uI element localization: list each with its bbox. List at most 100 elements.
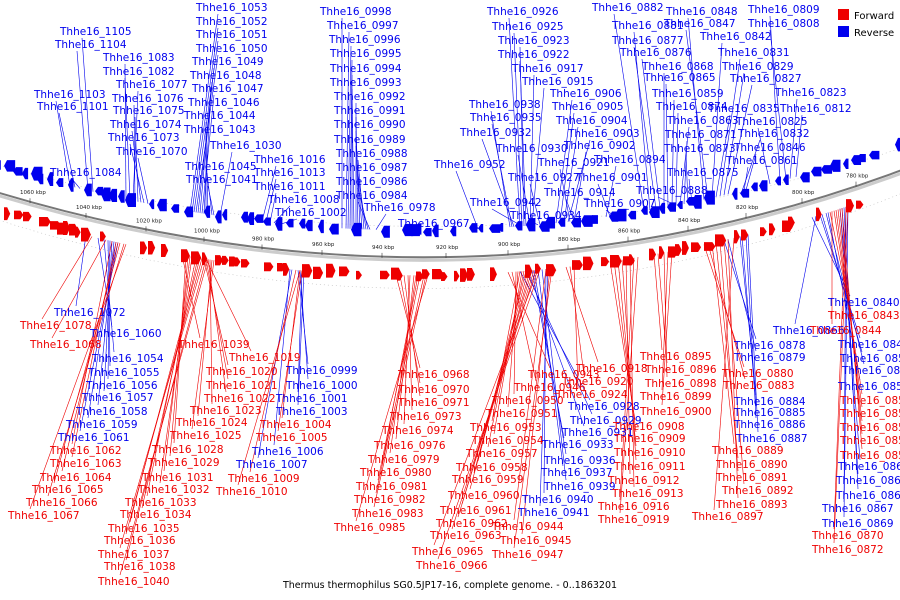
reverse-gene-label[interactable]: Thhe16_0848 [665,6,738,18]
forward-gene[interactable] [572,260,583,270]
reverse-gene[interactable] [0,160,1,170]
reverse-gene-label[interactable]: Thhe16_0863 [666,115,739,127]
reverse-gene-label[interactable]: Thhe16_1053 [195,2,268,14]
reverse-gene-label[interactable]: Thhe16_1052 [195,16,268,28]
forward-gene-label[interactable]: Thhe16_1009 [227,473,300,485]
forward-gene-label[interactable]: Thhe16_1035 [107,523,180,535]
reverse-gene-label[interactable]: Thhe16_0996 [328,34,401,46]
forward-gene-label[interactable]: Thhe16_0900 [639,406,712,418]
reverse-gene[interactable] [659,202,666,214]
forward-gene-label[interactable]: Thhe16_1065 [31,484,104,496]
forward-gene-label[interactable]: Thhe16_0971 [397,397,470,409]
reverse-gene-label[interactable]: Thhe16_0878 [733,340,806,352]
forward-gene-label[interactable]: Thhe16_0968 [397,369,470,381]
reverse-gene-label[interactable]: Thhe16_1046 [187,97,260,109]
forward-gene-label[interactable]: Thhe16_0895 [639,351,712,363]
reverse-gene-label[interactable]: Thhe16_0901 [575,172,648,184]
forward-gene[interactable] [4,207,11,221]
forward-gene[interactable] [302,264,313,278]
reverse-gene[interactable] [783,174,789,186]
forward-gene[interactable] [215,255,224,266]
reverse-gene[interactable] [247,212,255,226]
reverse-gene-label[interactable]: Thhe16_0881 [611,20,684,32]
forward-gene-label[interactable]: Thhe16_0913 [611,488,684,500]
reverse-gene[interactable] [254,214,264,223]
reverse-gene-label[interactable]: Thhe16_0939 [543,481,616,493]
reverse-gene-label[interactable]: Thhe16_0867 [821,503,894,515]
forward-gene-label[interactable]: Thhe16_1036 [103,535,176,547]
forward-gene-label[interactable]: Thhe16_1021 [205,380,278,392]
forward-gene[interactable] [467,267,475,281]
reverse-gene-label[interactable]: Thhe16_0808 [747,18,820,30]
reverse-gene-label[interactable]: Thhe16_0928 [567,401,640,413]
reverse-gene-label[interactable]: Thhe16_0869 [821,518,894,530]
reverse-gene-label[interactable]: Thhe16_1075 [112,105,185,117]
forward-gene[interactable] [161,244,169,258]
forward-gene-label[interactable]: Thhe16_0970 [397,384,470,396]
reverse-gene[interactable] [800,172,810,183]
reverse-gene-label[interactable]: Thhe16_0886 [733,419,806,431]
forward-gene[interactable] [148,240,156,255]
forward-gene-label[interactable]: Thhe16_0943 [527,369,600,381]
reverse-gene-label[interactable]: Thhe16_1006 [251,446,324,458]
forward-gene[interactable] [264,262,274,272]
reverse-gene-label[interactable]: Thhe16_0990 [333,119,406,131]
forward-gene-label[interactable]: Thhe16_0950 [491,395,564,407]
forward-gene[interactable] [760,227,767,237]
reverse-gene-label[interactable]: Thhe16_1011 [253,181,326,193]
forward-gene[interactable] [100,231,106,242]
reverse-gene-label[interactable]: Thhe16_0835 [707,103,780,115]
reverse-gene[interactable] [704,190,715,205]
forward-gene-label[interactable]: Thhe16_0855 [839,422,900,434]
reverse-gene[interactable] [415,223,422,235]
reverse-gene[interactable] [821,165,833,174]
reverse-gene-label[interactable]: Thhe16_0852 [837,381,900,393]
forward-gene[interactable] [63,220,71,235]
forward-gene[interactable] [629,254,635,266]
forward-gene-label[interactable]: Thhe16_0912 [607,475,680,487]
forward-gene-label[interactable]: Thhe16_1023 [189,405,262,417]
reverse-gene-label[interactable]: Thhe16_1002 [274,207,347,219]
forward-gene-label[interactable]: Thhe16_1032 [137,484,210,496]
forward-gene[interactable] [610,255,622,268]
forward-gene[interactable] [14,210,24,220]
reverse-gene[interactable] [84,183,92,197]
reverse-gene-label[interactable]: Thhe16_0931 [561,427,634,439]
forward-gene[interactable] [380,270,390,280]
forward-gene-label[interactable]: Thhe16_0889 [711,445,784,457]
reverse-gene[interactable] [581,215,593,227]
reverse-gene-label[interactable]: Thhe16_1047 [191,83,264,95]
reverse-gene-label[interactable]: Thhe16_0934 [509,210,582,222]
forward-gene[interactable] [422,269,430,279]
reverse-gene-label[interactable]: Thhe16_0952 [433,159,506,171]
reverse-gene[interactable] [56,178,64,188]
reverse-gene-label[interactable]: Thhe16_0894 [593,154,666,166]
reverse-gene[interactable] [101,187,111,202]
reverse-gene[interactable] [68,178,74,192]
forward-gene[interactable] [675,244,682,256]
forward-gene-label[interactable]: Thhe16_1066 [25,497,98,509]
forward-gene[interactable] [39,216,51,227]
reverse-gene-label[interactable]: Thhe16_0888 [635,185,708,197]
forward-gene[interactable] [846,199,854,213]
forward-gene-label[interactable]: Thhe16_0899 [639,391,712,403]
reverse-gene-label[interactable]: Thhe16_0846 [733,142,806,154]
reverse-gene-label[interactable]: Thhe16_1045 [184,161,257,173]
reverse-gene[interactable] [222,209,228,221]
forward-gene-label[interactable]: Thhe16_0908 [612,421,685,433]
forward-gene-label[interactable]: Thhe16_0916 [597,501,670,513]
forward-gene[interactable] [81,227,91,242]
reverse-gene-label[interactable]: Thhe16_0935 [469,112,542,124]
reverse-gene-label[interactable]: Thhe16_1051 [195,29,268,41]
reverse-gene[interactable] [351,222,362,237]
reverse-gene[interactable] [830,159,841,172]
reverse-gene-label[interactable]: Thhe16_0842 [699,31,772,43]
forward-gene-label[interactable]: Thhe16_1010 [215,486,288,498]
reverse-gene[interactable] [545,216,556,229]
reverse-gene-label[interactable]: Thhe16_0978 [363,202,436,214]
forward-gene[interactable] [525,264,533,278]
forward-gene-label[interactable]: Thhe16_1039 [177,339,250,351]
reverse-gene-label[interactable]: Thhe16_0986 [335,176,408,188]
reverse-gene-label[interactable]: Thhe16_0905 [551,101,624,113]
reverse-gene[interactable] [204,205,211,218]
